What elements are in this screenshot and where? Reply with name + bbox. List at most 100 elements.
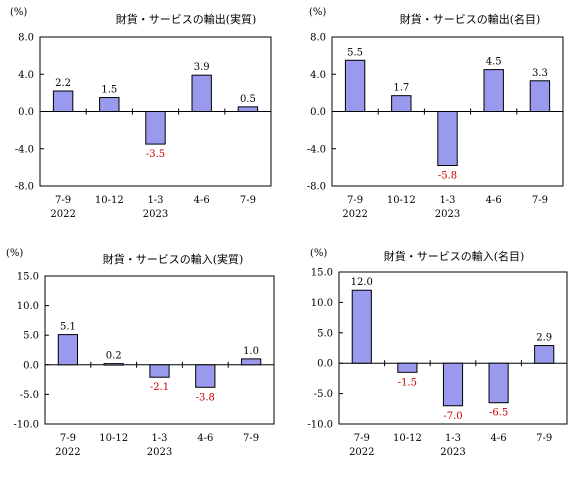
x-year-label: 2023 [435,209,460,220]
y-tick-label: -8.0 [15,182,34,193]
bar [237,106,259,112]
data-label: 1.5 [101,85,117,96]
unit-label: (%) [6,248,23,259]
bar [145,111,166,145]
data-label: 2.2 [55,78,71,89]
chart-title: 財貨・サービスの輸出(名目) [400,12,541,26]
data-label: -3.8 [196,392,215,403]
chart-title: 財貨・サービスの輸入(名目) [384,249,525,263]
bar [195,364,216,388]
y-tick-label: -5.0 [314,389,333,400]
y-tick-label: 0.0 [310,107,326,118]
y-tick-label: 8.0 [18,33,34,44]
x-year-label: 2022 [50,209,75,220]
x-category-label: 4-6 [486,195,502,206]
x-category-label: 1-3 [147,195,163,206]
x-category-label: 7-9 [60,433,76,444]
y-tick-label: 5.0 [23,331,39,342]
x-year-label: 2023 [143,209,168,220]
unit-label: (%) [10,7,27,18]
data-label: -3.5 [146,149,165,160]
x-category-label: 7-9 [347,195,363,206]
bar [397,362,418,373]
x-category-label: 10-12 [99,433,128,444]
x-year-label: 2022 [349,447,374,458]
x-category-label: 4-6 [197,433,213,444]
bar [149,364,170,378]
x-category-label: 4-6 [194,195,210,206]
y-tick-label: -4.0 [15,144,34,155]
y-tick-label: 4.0 [18,70,34,81]
data-label: 1.7 [393,83,409,94]
x-category-label: 7-9 [243,433,259,444]
bar [344,59,366,112]
y-tick-label: 15.0 [311,268,333,279]
y-tick-label: -8.0 [307,182,326,193]
chart-panel-2: (%) 財貨・サービスの輸出(名目) 8.0 4.0 0.0 -4.0 -8.0 5.5 7-9… [307,7,564,220]
chart-panel-3: (%) 財貨・サービスの輸入(実質) 15.0 10.0 5.0 0.0 -5.0 -10.0… [6,248,275,458]
y-tick-label: 0.0 [23,360,39,371]
data-label: 5.1 [60,322,76,333]
x-year-label: 2023 [440,447,465,458]
x-category-label: 7-9 [354,433,370,444]
data-label: -7.0 [443,411,462,422]
x-category-label: 10-12 [95,195,124,206]
y-tick-label: 4.0 [310,70,326,81]
bar [191,74,212,112]
x-category-label: 7-9 [55,195,71,206]
unit-label: (%) [309,7,326,18]
bar [529,80,551,113]
chart-title: 財貨・サービスの輸出(実質) [116,12,257,26]
data-label: -6.5 [489,408,508,419]
bar [103,363,124,366]
y-tick-label: 15.0 [17,272,39,283]
bar [534,345,555,364]
data-label: 1.0 [243,346,259,357]
unit-label: (%) [310,248,327,259]
x-year-label: 2023 [147,447,172,458]
plot-frame [44,275,275,425]
bar [488,362,509,404]
y-tick-label: -5.0 [20,390,39,401]
bar [351,289,372,364]
x-year-label: 2022 [342,209,367,220]
x-category-label: 7-9 [532,195,548,206]
plot-frame [338,271,568,425]
bar [437,111,458,167]
data-label: 2.9 [536,333,552,344]
data-label: 4.5 [486,57,502,68]
bar [442,362,464,407]
data-label: -1.5 [398,377,417,388]
y-tick-label: 8.0 [310,33,326,44]
chart-panel-1: (%) 財貨・サービスの輸出(実質) 8.0 4.0 0.0 -4.0 -8.0 2.2 7-9… [10,7,272,220]
data-label: 3.9 [194,62,210,73]
x-category-label: 1-3 [439,195,455,206]
data-label: -2.1 [150,382,169,393]
x-category-label: 10-12 [387,195,416,206]
data-label: 12.0 [351,277,373,288]
x-category-label: 1-3 [445,433,461,444]
data-label: 3.3 [532,68,548,79]
x-category-label: 4-6 [491,433,507,444]
data-label: 5.5 [347,47,363,58]
bar [99,97,120,112]
chart-panel-4: (%) 財貨・サービスの輸入(名目) 15.0 10.0 5.0 0.0 -5.0 -10.0… [307,248,568,458]
x-category-label: 7-9 [240,195,256,206]
data-label: 0.5 [240,94,256,105]
data-label: -5.8 [438,171,457,182]
y-tick-label: 0.0 [317,359,333,370]
x-category-label: 10-12 [393,433,422,444]
y-tick-label: 5.0 [317,328,333,339]
y-tick-label: 10.0 [311,298,333,309]
y-tick-label: 10.0 [17,301,39,312]
y-tick-label: 0.0 [18,107,34,118]
bar [391,95,412,112]
data-label: 0.2 [106,351,122,362]
y-tick-label: -10.0 [13,420,39,431]
x-category-label: 1-3 [151,433,167,444]
x-category-label: 7-9 [536,433,552,444]
y-tick-label: -4.0 [307,144,326,155]
bar [52,90,74,112]
x-year-label: 2022 [55,447,80,458]
